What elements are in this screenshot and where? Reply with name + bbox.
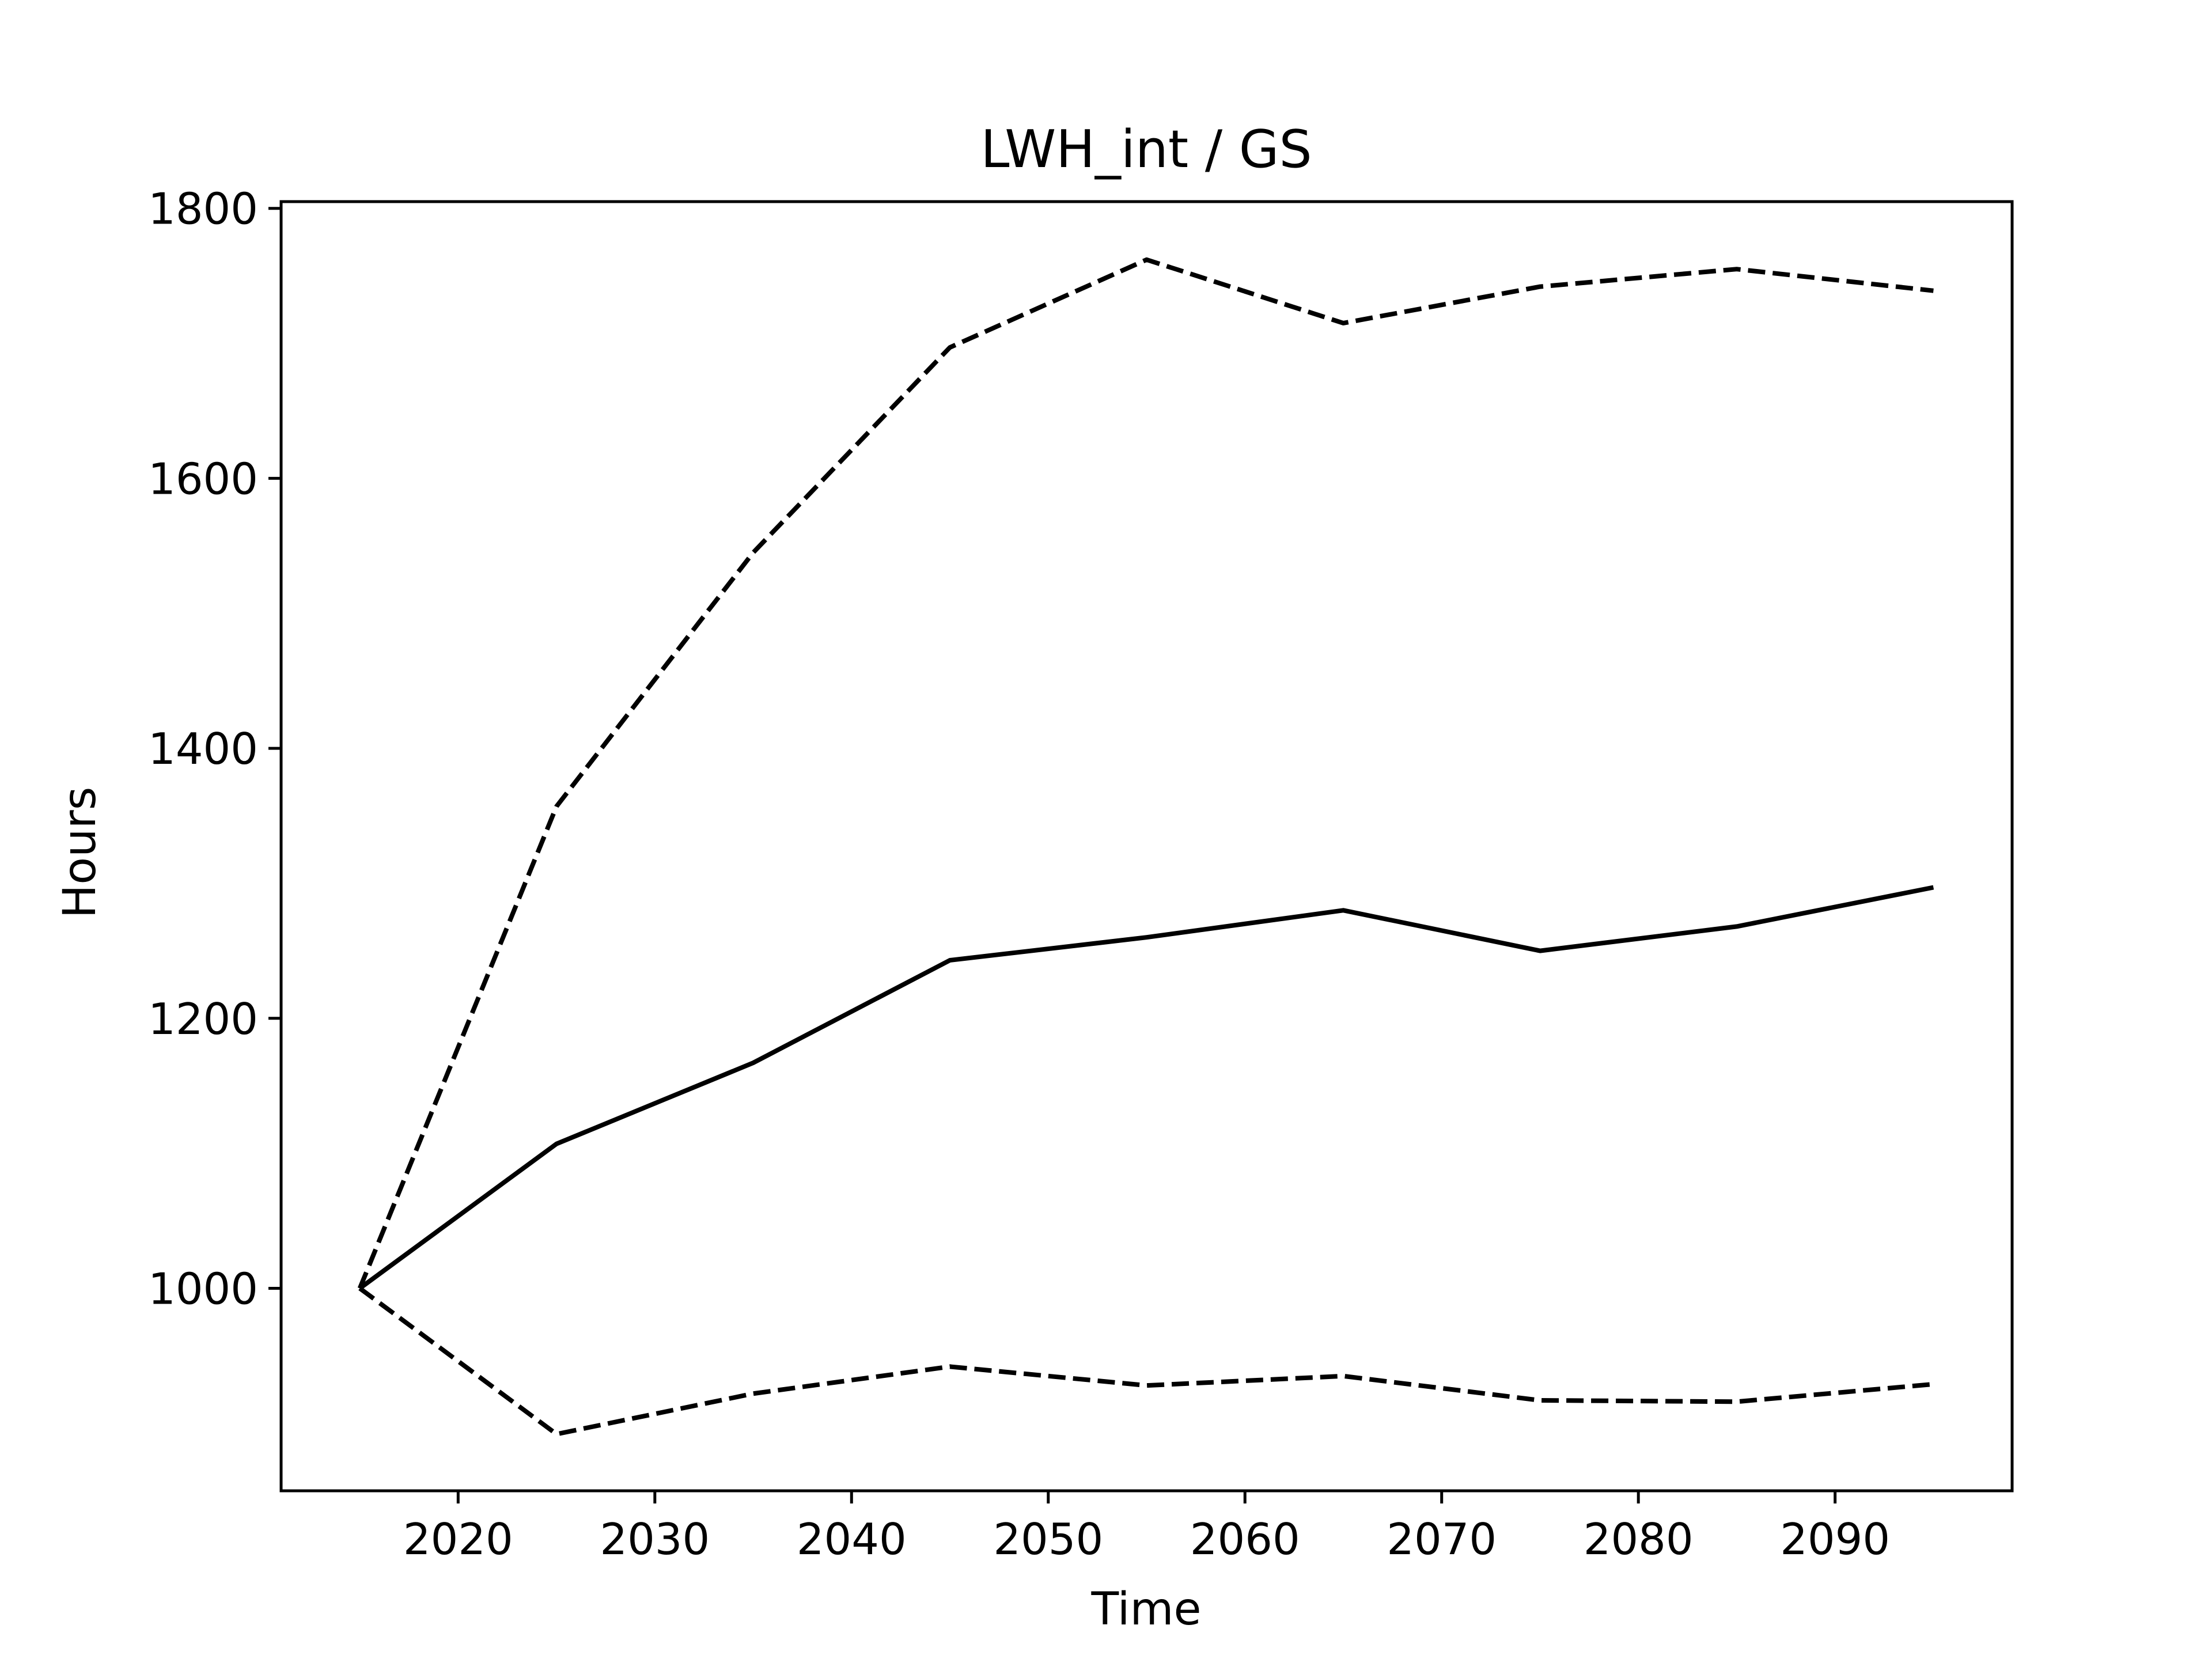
- x-tick-label: 2070: [1387, 1514, 1497, 1565]
- y-tick-label: 1000: [148, 1263, 258, 1314]
- y-tick-label: 1800: [148, 184, 258, 234]
- x-tick-label: 2030: [600, 1514, 710, 1565]
- y-tick-label: 1400: [148, 724, 258, 774]
- y-axis-label: Hours: [54, 787, 106, 919]
- x-tick-label: 2050: [993, 1514, 1103, 1565]
- y-tick-label: 1200: [148, 994, 258, 1044]
- solid-series-line: [358, 885, 1934, 1290]
- x-tick-label: 2090: [1780, 1514, 1890, 1565]
- x-tick-label: 2060: [1190, 1514, 1300, 1565]
- plot-frame: [279, 200, 2014, 1493]
- x-axis-label: Time: [1091, 1584, 1202, 1635]
- chart-title: LWH_int / GS: [980, 119, 1312, 180]
- x-tick-label: 2020: [403, 1514, 513, 1565]
- y-axis-ticks: 1000 1200 1400 1600 1800: [148, 184, 281, 1314]
- x-tick-label: 2040: [797, 1514, 907, 1565]
- x-tick-label: 2080: [1584, 1514, 1694, 1565]
- dashed-series-line-2: [358, 1286, 1934, 1437]
- dashed-series-line-1: [357, 257, 1934, 1290]
- series-layer: [357, 257, 1934, 1437]
- x-axis-ticks: 2020 2030 2040 2050 2060 2070 2080 2090: [403, 1491, 1890, 1565]
- y-tick-label: 1600: [148, 453, 258, 504]
